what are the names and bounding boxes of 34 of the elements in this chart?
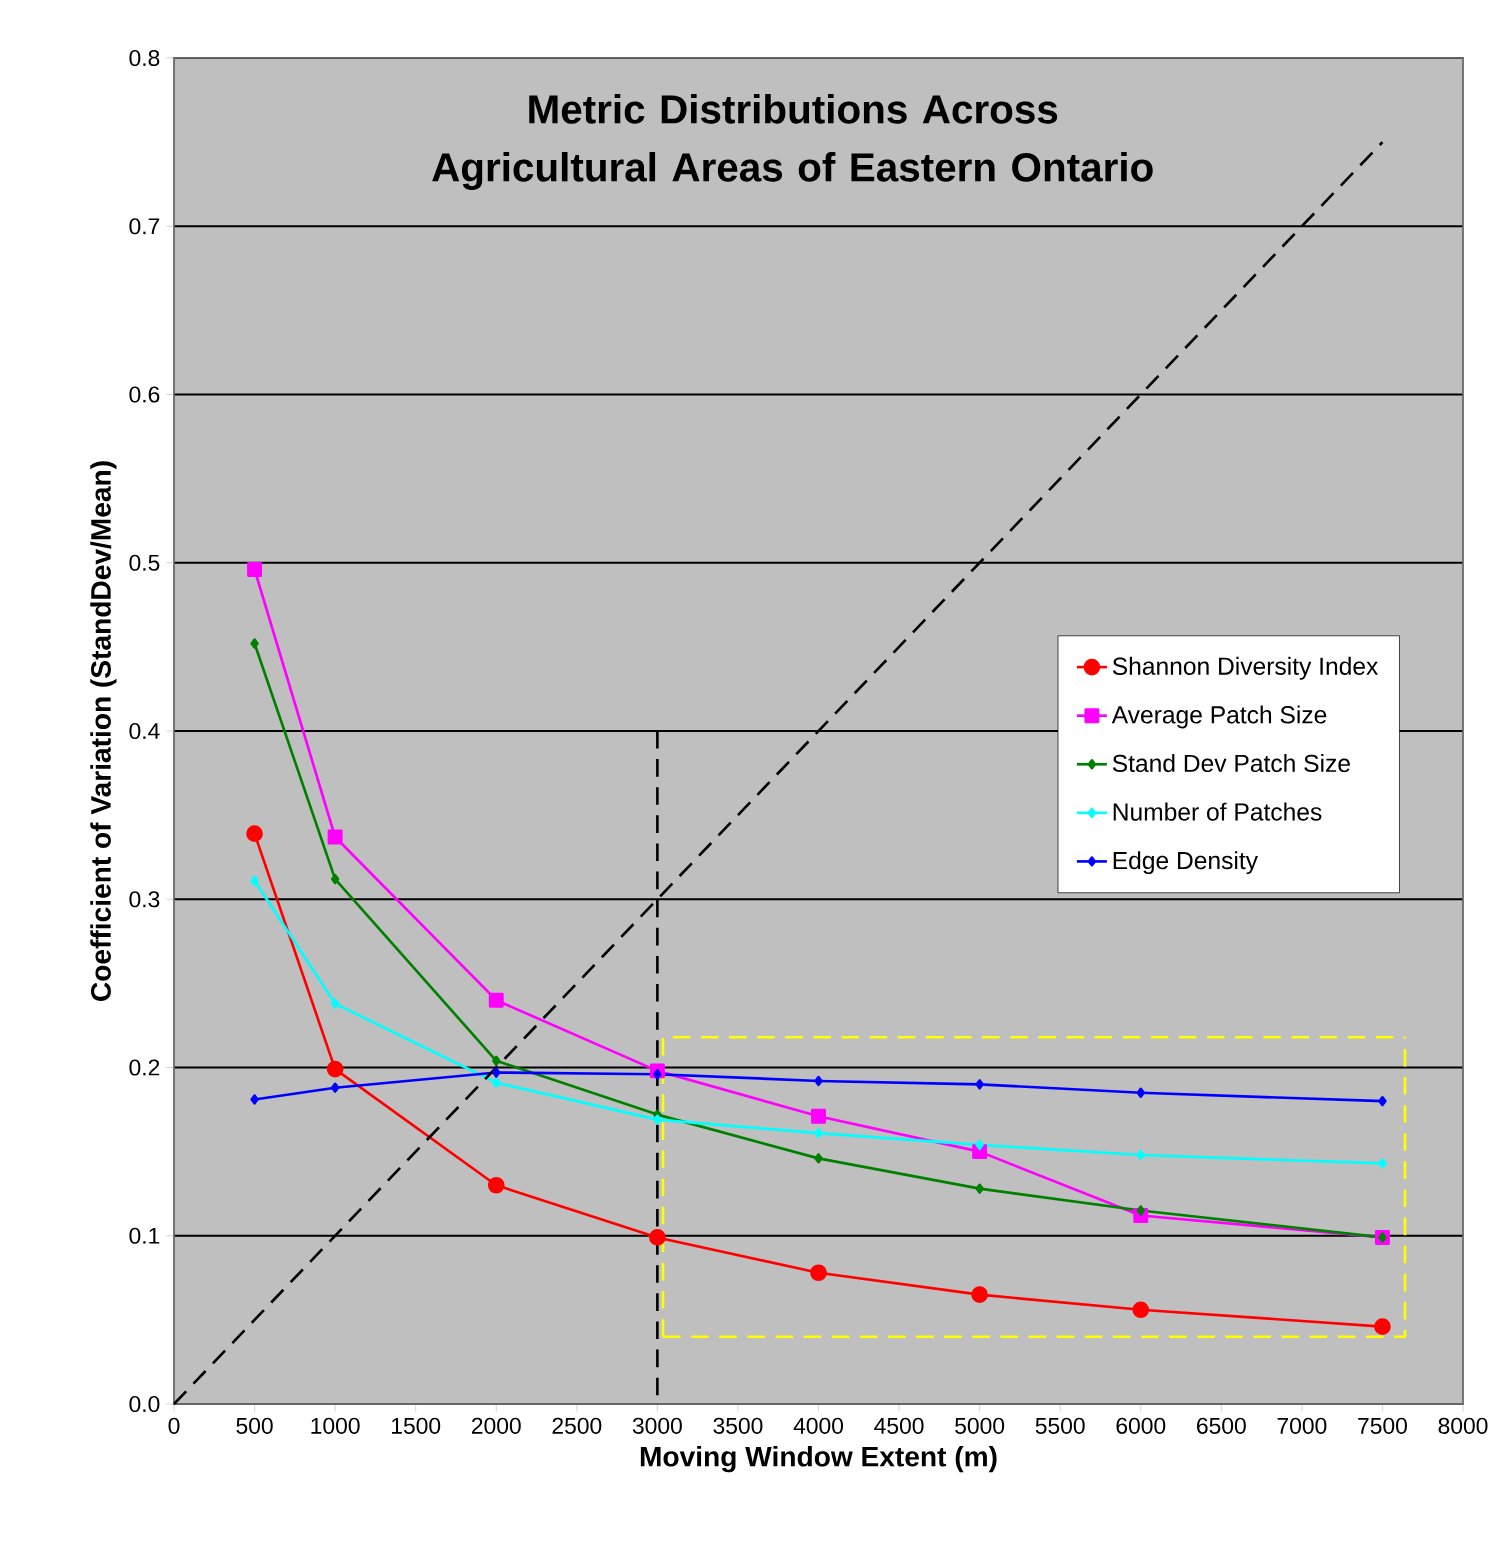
legend-label: Edge Density [1113, 851, 1258, 875]
y-tick-label: 0.6 [129, 386, 160, 403]
x-tick-label: 6000 [1116, 1417, 1166, 1434]
y-tick-label: 0.4 [129, 722, 160, 740]
legend-label: Shannon Diversity Index [1112, 656, 1379, 680]
x-tick-label: 5000 [955, 1417, 1005, 1434]
x-axis-title: Moving Window Extent (m) [640, 1445, 997, 1473]
x-tick-label: 0 [168, 1417, 180, 1434]
x-tick-label: 8000 [1438, 1417, 1488, 1434]
x-tick-label: 3500 [713, 1417, 763, 1434]
y-tick-label: 0.7 [129, 218, 160, 235]
legend-label: Stand Dev Patch Size [1112, 754, 1350, 773]
x-tick-label: 2500 [552, 1417, 602, 1434]
y-tick-label: 0.3 [129, 891, 160, 908]
y-tick-label: 0.5 [129, 554, 160, 571]
y-axis-title: Coefficient of Variation (StandDev/Mean) [90, 461, 117, 1001]
x-tick-label: 1500 [392, 1417, 441, 1434]
x-tick-label: 1000 [311, 1417, 360, 1434]
x-tick-label: 7500 [1358, 1417, 1407, 1434]
x-tick-label: 7000 [1277, 1417, 1327, 1434]
x-tick-label: 4000 [793, 1417, 844, 1434]
x-tick-label: 500 [236, 1417, 273, 1434]
x-tick-label: 2000 [472, 1417, 521, 1434]
x-tick-label: 6500 [1197, 1417, 1246, 1434]
legend-label: Average Patch Size [1111, 705, 1327, 729]
y-tick-label: 0.1 [129, 1227, 160, 1244]
x-tick-label: 4500 [874, 1417, 924, 1434]
x-tick-label: 3000 [632, 1417, 682, 1434]
x-tick-label: 5500 [1035, 1417, 1085, 1434]
text: Metric Distributions Across Agricultural Areas of Eastern Ontario [432, 94, 1153, 190]
y-tick-label: 0.0 [129, 1395, 160, 1413]
y-tick-label: 0.2 [129, 1059, 160, 1076]
y-tick-label: 0.8 [129, 49, 160, 67]
legend-label: Number of Patches [1113, 802, 1322, 821]
